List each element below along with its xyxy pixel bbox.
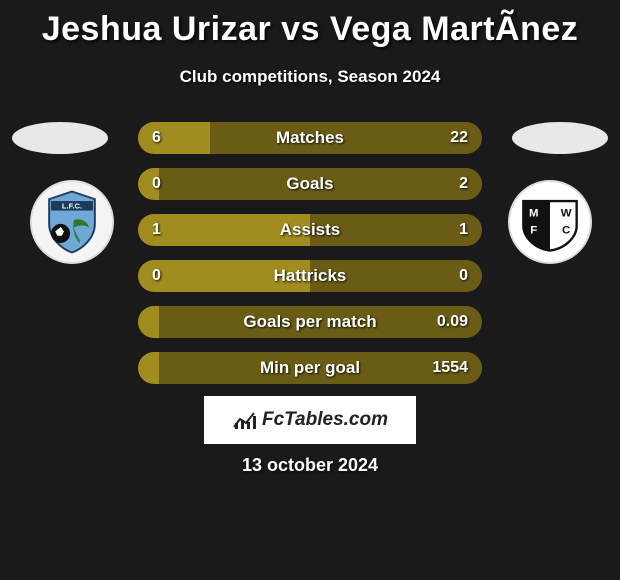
stat-bar-left xyxy=(138,352,159,384)
stat-value-right: 2 xyxy=(459,175,468,193)
shield-icon: M W F C xyxy=(510,182,590,262)
brand-watermark[interactable]: FcTables.com xyxy=(204,396,416,444)
stat-row: Goals 0 2 xyxy=(138,168,482,200)
player-silhouette-left xyxy=(12,122,108,154)
stat-value-left: 0 xyxy=(152,175,161,193)
stat-row: Matches 6 22 xyxy=(138,122,482,154)
svg-text:W: W xyxy=(561,207,572,219)
stat-row: Assists 1 1 xyxy=(138,214,482,246)
svg-text:C: C xyxy=(562,224,570,236)
svg-text:M: M xyxy=(529,207,539,219)
club-logo-right: M W F C xyxy=(508,180,592,264)
stat-label: Goals per match xyxy=(243,312,376,332)
stat-row: Goals per match 0.09 xyxy=(138,306,482,338)
stat-value-left: 6 xyxy=(152,129,161,147)
stat-bar-left xyxy=(138,306,159,338)
stat-label: Matches xyxy=(276,128,344,148)
chart-icon xyxy=(232,409,258,431)
stat-value-right: 1554 xyxy=(432,359,468,377)
stat-value-right: 0.09 xyxy=(437,313,468,331)
stat-label: Assists xyxy=(280,220,340,240)
stat-value-right: 1 xyxy=(459,221,468,239)
comparison-title: Jeshua Urizar vs Vega MartÃ­nez xyxy=(0,0,620,49)
svg-text:F: F xyxy=(530,224,537,236)
infographic-container: Jeshua Urizar vs Vega MartÃ­nez Club com… xyxy=(0,0,620,580)
snapshot-date: 13 october 2024 xyxy=(0,455,620,476)
brand-text: FcTables.com xyxy=(262,409,388,431)
stat-value-left: 1 xyxy=(152,221,161,239)
stat-bar-right xyxy=(210,122,482,154)
svg-text:L.F.C.: L.F.C. xyxy=(62,202,82,211)
club-logo-left: L.F.C. xyxy=(30,180,114,264)
stat-value-left: 0 xyxy=(152,267,161,285)
shield-icon: L.F.C. xyxy=(32,182,112,262)
stat-bar-left xyxy=(138,122,210,154)
stat-row: Hattricks 0 0 xyxy=(138,260,482,292)
stat-label: Min per goal xyxy=(260,358,360,378)
stat-label: Hattricks xyxy=(274,266,347,286)
comparison-subtitle: Club competitions, Season 2024 xyxy=(0,67,620,87)
stat-label: Goals xyxy=(286,174,333,194)
stat-value-right: 22 xyxy=(450,129,468,147)
stats-bars-area: Matches622Goals02Assists11Hattricks00Goa… xyxy=(138,122,482,398)
player-silhouette-right xyxy=(512,122,608,154)
stat-value-right: 0 xyxy=(459,267,468,285)
stat-row: Min per goal 1554 xyxy=(138,352,482,384)
